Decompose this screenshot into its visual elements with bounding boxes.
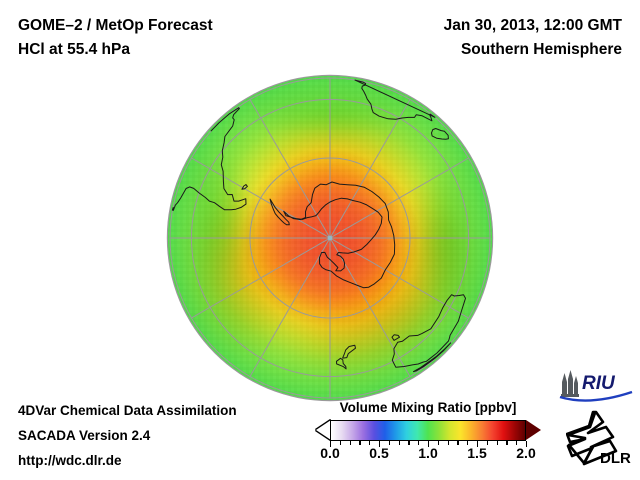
map-overlay bbox=[169, 77, 491, 399]
footer-url[interactable]: http://wdc.dlr.de bbox=[18, 453, 122, 468]
coastline-falkland bbox=[241, 184, 248, 190]
colorbar-tick-label: 1.5 bbox=[467, 445, 487, 461]
footer-version: SACADA Version 2.4 bbox=[18, 428, 151, 443]
colorbar-major-tick bbox=[526, 441, 528, 447]
meridian bbox=[249, 99, 331, 239]
colorbar-tick-label: 1.0 bbox=[418, 445, 438, 461]
riu-wordmark: RIU bbox=[582, 373, 616, 394]
colorbar-minor-tick bbox=[467, 441, 469, 445]
globe-disc bbox=[168, 76, 492, 400]
coastline-madagascar bbox=[431, 128, 449, 140]
meridian bbox=[191, 157, 331, 239]
colorbar-minor-tick bbox=[457, 441, 459, 445]
meridian bbox=[329, 157, 469, 239]
dlr-mark-icon bbox=[566, 410, 618, 466]
coastline-antarctica bbox=[283, 181, 396, 289]
coastline-nz_s bbox=[342, 344, 356, 359]
colorbar-tick-label: 0.5 bbox=[369, 445, 389, 461]
hemisphere-label: Southern Hemisphere bbox=[460, 41, 622, 58]
colorbar-minor-tick bbox=[516, 441, 518, 445]
riu-logo: RIU bbox=[559, 370, 633, 402]
parallel bbox=[249, 157, 411, 319]
colorbar-major-tick bbox=[379, 441, 381, 447]
riu-spires-icon bbox=[561, 370, 579, 397]
colorbar-minor-tick bbox=[398, 441, 400, 445]
colorbar-minor-tick bbox=[369, 441, 371, 445]
meridian bbox=[329, 237, 469, 319]
colorbar-ticks bbox=[330, 441, 528, 447]
colorbar-minor-tick bbox=[447, 441, 449, 445]
parallel bbox=[190, 98, 470, 378]
colorbar-major-tick bbox=[428, 441, 430, 447]
riu-swoosh-icon bbox=[559, 390, 633, 402]
coastline-africa bbox=[354, 79, 436, 122]
colorbar-gradient bbox=[330, 420, 526, 441]
title-species-level: HCl at 55.4 hPa bbox=[18, 41, 130, 58]
colorbar-minor-tick bbox=[359, 441, 361, 445]
timestamp-label: Jan 30, 2013, 12:00 GMT bbox=[443, 17, 622, 34]
colorbar-minor-tick bbox=[349, 441, 351, 445]
title-instrument: GOME–2 / MetOp Forecast bbox=[18, 17, 213, 34]
coastline-australia bbox=[391, 294, 466, 368]
graticule bbox=[169, 77, 491, 399]
colorbar-title: Volume Mixing Ratio [ppbv] bbox=[339, 400, 517, 415]
colorbar-tick-label: 0.0 bbox=[320, 445, 340, 461]
colorbar-major-tick bbox=[477, 441, 479, 447]
meridian bbox=[191, 237, 331, 319]
colorbar-minor-tick bbox=[408, 441, 410, 445]
coastline-nz_n bbox=[336, 357, 347, 370]
coastline-samerica bbox=[171, 107, 247, 211]
colorbar-minor-tick bbox=[418, 441, 420, 445]
colorbar-tick-label: 2.0 bbox=[516, 445, 536, 461]
meridian bbox=[329, 237, 411, 377]
colorbar: Volume Mixing Ratio [ppbv] 0.0 0.5 1.0 1.5 2… bbox=[316, 400, 541, 463]
colorbar-under-arrow bbox=[316, 420, 331, 440]
dlr-wordmark: DLR bbox=[600, 450, 631, 467]
colorbar-minor-tick bbox=[486, 441, 489, 445]
colorbar-minor-tick bbox=[339, 441, 342, 445]
coastlines bbox=[171, 79, 466, 373]
parallel bbox=[169, 77, 491, 399]
south-pole-marker bbox=[327, 235, 333, 241]
coastline-antarctic_pen bbox=[269, 198, 290, 226]
coastline-nguinea bbox=[413, 342, 452, 373]
coastline-tasmania bbox=[391, 334, 400, 341]
colorbar-minor-tick bbox=[388, 441, 391, 445]
footer-method: 4DVar Chemical Data Assimilation bbox=[18, 403, 237, 418]
meridian bbox=[249, 237, 331, 377]
globe-map bbox=[168, 76, 492, 400]
colorbar-minor-tick bbox=[437, 441, 440, 445]
hcl-cool-streak-east bbox=[412, 160, 476, 320]
colorbar-minor-tick bbox=[496, 441, 498, 445]
colorbar-over-arrow bbox=[526, 420, 541, 440]
hcl-cool-streak-north bbox=[246, 84, 416, 142]
colorbar-major-tick bbox=[330, 441, 332, 447]
colorbar-tick-labels: 0.0 0.5 1.0 1.5 2.0 bbox=[316, 445, 540, 463]
dlr-logo: DLR bbox=[566, 410, 631, 467]
colorbar-minor-tick bbox=[506, 441, 508, 445]
